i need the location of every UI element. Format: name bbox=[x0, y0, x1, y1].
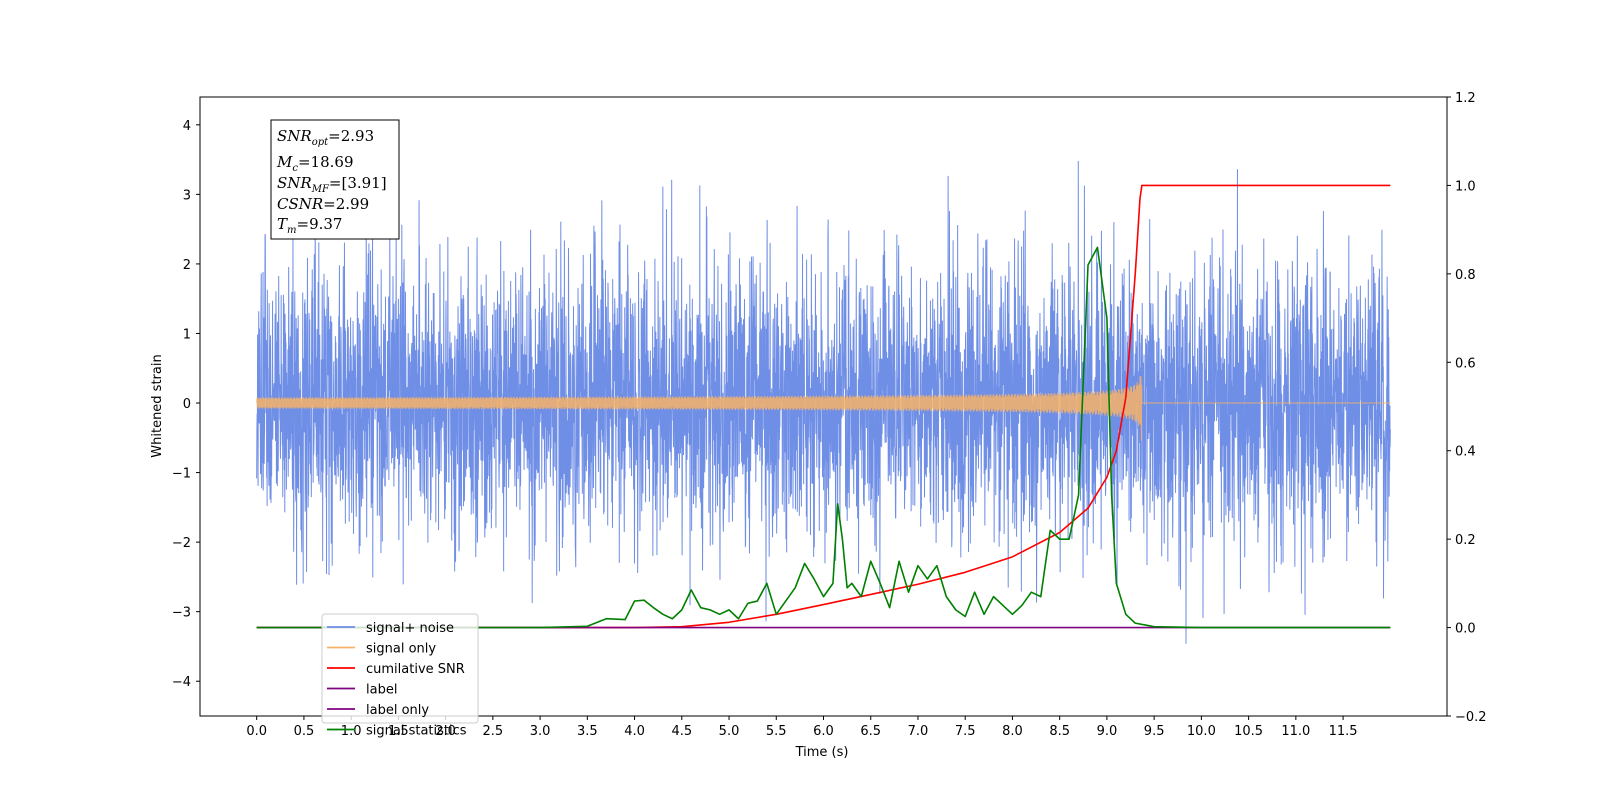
x-tick-label: 5.5 bbox=[766, 724, 787, 739]
x-tick-label: 3.0 bbox=[530, 724, 551, 739]
x-tick-label: 2.5 bbox=[483, 724, 504, 739]
legend-frame bbox=[321, 613, 479, 724]
series-signal-plus-noise bbox=[256, 160, 1391, 644]
x-tick-label: 6.0 bbox=[813, 724, 834, 739]
x-axis: 0.0 0.5 1.0 1.5 2.0 2.5 3.0 3.5 4.0 4.5 5.0 5.5 6.0 6… bbox=[246, 716, 1358, 739]
annotation-snr-opt: SNRopt=2.93 bbox=[277, 127, 374, 148]
x-tick-label: 3.5 bbox=[577, 724, 598, 739]
y2-tick-label: 0.2 bbox=[1455, 533, 1476, 548]
x-axis-label: Time (s) bbox=[795, 745, 849, 760]
annotation-csnr: CSNR=2.99 bbox=[277, 195, 369, 213]
y-tick-label: −4 bbox=[172, 675, 191, 690]
x-tick-label: 4.0 bbox=[624, 724, 645, 739]
legend-label: label bbox=[366, 683, 397, 698]
y-tick-label: 3 bbox=[183, 188, 191, 203]
legend-label: signal only bbox=[366, 642, 436, 657]
series-signal-only bbox=[256, 376, 1391, 441]
x-tick-label: 8.0 bbox=[1002, 724, 1023, 739]
x-tick-label: 10.0 bbox=[1187, 724, 1216, 739]
x-tick-label: 8.5 bbox=[1049, 724, 1070, 739]
y-tick-label: 1 bbox=[183, 327, 191, 342]
legend-label: cumilative SNR bbox=[366, 662, 465, 677]
legend: signal+ noise signal only cumilative SNR la… bbox=[321, 613, 479, 739]
y2-tick-label: 1.0 bbox=[1455, 179, 1476, 194]
y-tick-label: 4 bbox=[183, 119, 191, 134]
y-axis-right: 1.2 1.0 0.8 0.6 0.4 0.2 0.0 −0.2 bbox=[1447, 91, 1487, 725]
series-signal-statistics bbox=[256, 246, 1391, 629]
x-tick-label: 6.5 bbox=[860, 724, 881, 739]
x-tick-label: 0.0 bbox=[246, 724, 267, 739]
x-tick-label: 10.5 bbox=[1234, 724, 1263, 739]
y-tick-label: −1 bbox=[172, 467, 191, 482]
y-tick-label: −3 bbox=[172, 606, 191, 621]
y2-tick-label: 0.8 bbox=[1455, 268, 1476, 283]
series-cumulative-snr bbox=[256, 184, 1391, 629]
x-tick-label: 11.5 bbox=[1329, 724, 1358, 739]
x-tick-label: 5.0 bbox=[719, 724, 740, 739]
y-tick-label: 2 bbox=[183, 258, 191, 273]
x-tick-label: 1.0 bbox=[341, 724, 362, 739]
legend-label: signal+ noise bbox=[366, 621, 454, 636]
y-tick-label: 0 bbox=[183, 397, 191, 412]
x-tick-label: 2.0 bbox=[435, 724, 456, 739]
annotation-snr-mf: SNRMF=[3.91] bbox=[277, 174, 387, 195]
legend-label: label only bbox=[366, 703, 429, 718]
y-axis-left: 4 3 2 1 0 −1 −2 −3 −4 bbox=[172, 119, 200, 690]
y2-tick-label: 0.0 bbox=[1455, 622, 1476, 637]
x-tick-label: 4.5 bbox=[671, 724, 692, 739]
annotation-tm: Tm=9.37 bbox=[277, 215, 342, 236]
y-axis-label: Whitened strain bbox=[150, 354, 165, 457]
y2-tick-label: −0.2 bbox=[1455, 710, 1487, 725]
x-tick-label: 7.5 bbox=[955, 724, 976, 739]
y2-tick-label: 1.2 bbox=[1455, 91, 1476, 106]
legend-label: signal statistics bbox=[366, 724, 467, 739]
y2-tick-label: 0.4 bbox=[1455, 445, 1476, 460]
y2-tick-label: 0.6 bbox=[1455, 356, 1476, 371]
x-tick-label: 11.0 bbox=[1281, 724, 1310, 739]
x-tick-label: 0.5 bbox=[294, 724, 315, 739]
stats-annotation-box: SNRopt=2.93 Mc=18.69 SNRMF=[3.91] CSNR=2… bbox=[270, 119, 400, 240]
x-tick-label: 9.5 bbox=[1144, 724, 1165, 739]
x-tick-label: 7.0 bbox=[908, 724, 929, 739]
annotation-frame bbox=[270, 119, 400, 240]
annotation-mc: Mc=18.69 bbox=[276, 153, 354, 174]
x-tick-label: 9.0 bbox=[1097, 724, 1118, 739]
x-tick-label: 1.5 bbox=[388, 724, 409, 739]
y-tick-label: −2 bbox=[172, 536, 191, 551]
